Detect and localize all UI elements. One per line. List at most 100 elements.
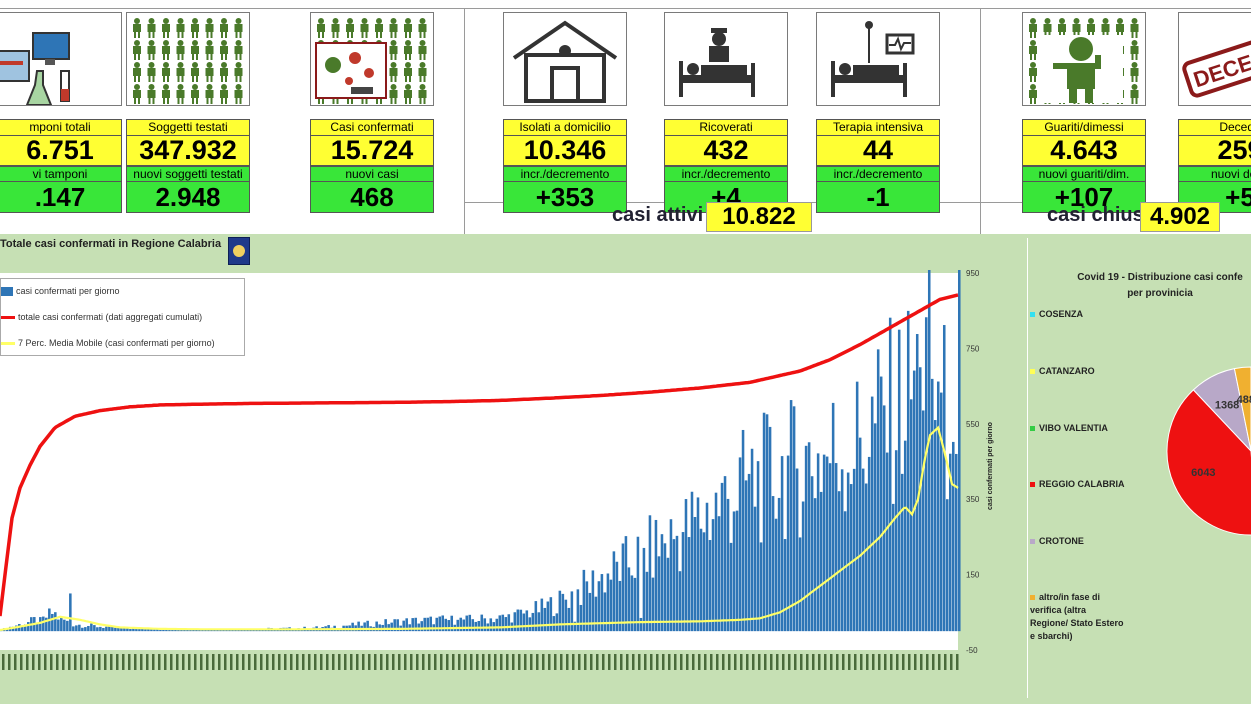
x-tick-label	[308, 654, 311, 670]
daily-bar	[99, 626, 102, 632]
daily-bar	[96, 627, 99, 632]
daily-bar	[600, 574, 604, 632]
x-tick-label	[674, 654, 677, 670]
daily-bar	[117, 627, 120, 632]
daily-bar	[357, 621, 360, 632]
daily-bar	[57, 619, 60, 632]
cumulative-cases-line	[0, 293, 959, 617]
daily-bar	[36, 623, 39, 632]
daily-bar	[90, 623, 93, 632]
daily-bar	[144, 629, 147, 632]
x-tick-label	[434, 654, 437, 670]
daily-bar	[801, 501, 805, 632]
daily-bar	[537, 612, 541, 632]
daily-bar	[228, 629, 231, 632]
x-tick-label	[788, 654, 791, 670]
daily-bar	[870, 396, 874, 632]
x-tick-label	[32, 654, 35, 670]
x-tick-label	[26, 654, 29, 670]
y-tick-label: 950	[966, 270, 980, 278]
daily-bar	[639, 617, 643, 632]
daily-bar	[393, 619, 396, 632]
x-tick-label	[506, 654, 509, 670]
daily-bar	[894, 450, 898, 632]
x-tick-label	[620, 654, 623, 670]
x-tick-label	[116, 654, 119, 670]
daily-bar	[222, 629, 225, 632]
x-tick-label	[476, 654, 479, 670]
daily-bar	[948, 453, 952, 632]
x-tick-label	[914, 654, 917, 670]
daily-bar	[141, 628, 144, 632]
daily-bar	[927, 270, 931, 632]
x-tick-label	[98, 654, 101, 670]
x-tick-label	[686, 654, 689, 670]
x-tick-label	[122, 654, 125, 670]
daily-bar	[654, 519, 658, 632]
daily-bar	[555, 613, 559, 632]
virus-people-icon	[310, 12, 434, 106]
legend-yellow-swatch	[1, 342, 15, 346]
x-tick-label	[152, 654, 155, 670]
x-tick-label	[710, 654, 713, 670]
x-tick-label	[446, 654, 449, 670]
province-legend-item: COSENZA	[1030, 308, 1125, 321]
daily-bar	[912, 370, 916, 632]
x-tick-label	[860, 654, 863, 670]
x-tick-label	[740, 654, 743, 670]
casi-attivi-value: 10.822	[706, 202, 812, 232]
x-tick-label	[248, 654, 251, 670]
x-tick-label	[794, 654, 797, 670]
daily-bar	[63, 619, 66, 632]
x-tick-label	[722, 654, 725, 670]
daily-bar	[24, 624, 27, 632]
daily-bar	[798, 537, 802, 632]
x-tick-label	[398, 654, 401, 670]
x-tick-label	[926, 654, 929, 670]
x-tick-label	[242, 654, 245, 670]
daily-bar	[876, 349, 880, 632]
x-tick-label	[770, 654, 773, 670]
daily-bar	[132, 627, 135, 632]
x-tick-label	[20, 654, 23, 670]
daily-bar	[837, 491, 841, 632]
card-label: Soggetti testati	[126, 119, 250, 136]
card-change-label: nuovi soggetti testati	[126, 166, 250, 182]
x-tick-label	[656, 654, 659, 670]
daily-bar	[246, 629, 249, 632]
daily-bar	[429, 616, 432, 632]
daily-bar	[489, 618, 493, 632]
chart-title: Totale casi confermati in Regione Calabr…	[0, 238, 222, 250]
card-value: 6.751	[0, 136, 122, 166]
daily-bar	[606, 573, 610, 632]
province-pie-chart: 45293660431368488	[1166, 366, 1251, 536]
x-tick-label	[938, 654, 941, 670]
x-tick-label	[146, 654, 149, 670]
section-divider-1	[464, 8, 465, 234]
daily-bar	[714, 492, 718, 632]
province-legend-item: CROTONE	[1030, 535, 1125, 548]
x-tick-label	[530, 654, 533, 670]
legend-red-swatch	[1, 316, 15, 320]
daily-bar	[594, 596, 598, 632]
x-tick-label	[8, 654, 11, 670]
x-tick-label	[464, 654, 467, 670]
x-tick-label	[830, 654, 833, 670]
daily-bar	[483, 618, 487, 632]
daily-bar	[45, 617, 48, 632]
x-tick-label	[824, 654, 827, 670]
pie-slice-label: 6043	[1191, 467, 1215, 479]
daily-bar	[66, 620, 69, 632]
daily-bar	[522, 613, 526, 632]
x-tick-label	[698, 654, 701, 670]
daily-bar	[462, 619, 466, 632]
daily-bar	[27, 622, 30, 632]
daily-bar	[183, 629, 186, 632]
daily-bar	[195, 629, 198, 632]
daily-bar	[375, 621, 378, 632]
x-tick-label	[350, 654, 353, 670]
daily-bar	[843, 511, 847, 632]
daily-bar	[825, 456, 829, 632]
x-tick-label	[692, 654, 695, 670]
daily-bar	[441, 615, 445, 632]
